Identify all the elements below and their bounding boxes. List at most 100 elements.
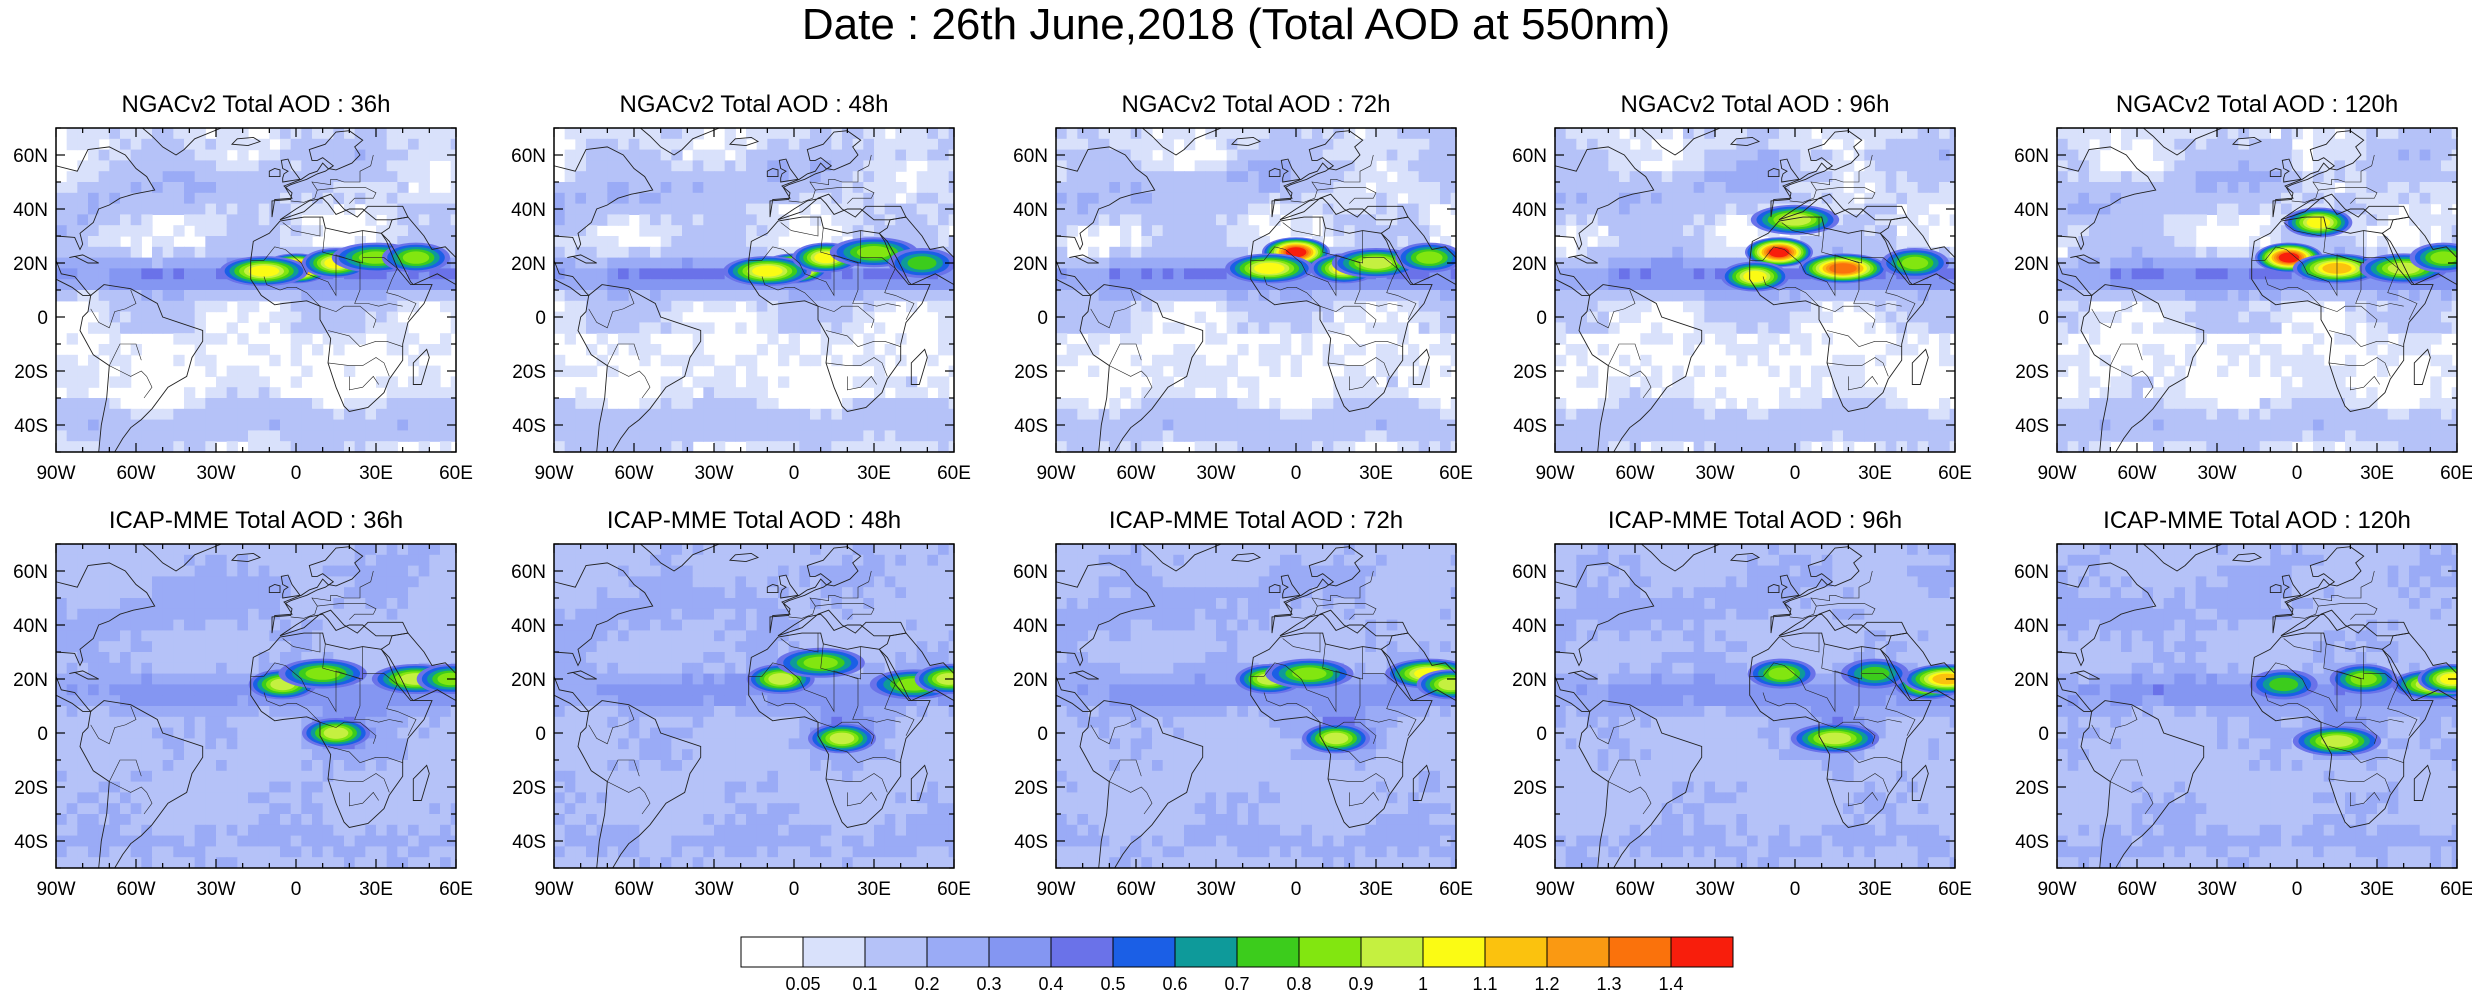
aod-cell <box>1162 279 1174 291</box>
aod-cell <box>1280 171 1292 183</box>
aod-cell <box>1269 300 1281 313</box>
aod-cell <box>109 192 121 205</box>
aod-cell <box>1693 171 1705 183</box>
aod-cell <box>1811 408 1823 421</box>
aod-cell <box>756 171 768 183</box>
aod-cell <box>2270 300 2282 313</box>
aod-cell <box>1130 408 1142 421</box>
aod-cell <box>1747 160 1759 172</box>
aod-cell <box>1832 192 1844 205</box>
aod-cell <box>1928 192 1940 205</box>
aod-cell <box>746 171 758 183</box>
aod-cell <box>2398 128 2410 140</box>
aod-cell <box>1258 203 1270 215</box>
aod-cell <box>1280 300 1292 313</box>
aod-cell <box>756 236 768 248</box>
aod-cell <box>1056 192 1068 205</box>
aod-cell <box>1269 214 1281 226</box>
aod-cell <box>1386 236 1398 248</box>
aod-cell <box>269 236 281 248</box>
aod-cell <box>714 441 726 452</box>
aod-cell <box>1736 419 1748 431</box>
aod-cell <box>1555 300 1567 313</box>
aod-cell <box>1555 138 1567 151</box>
aod-cell <box>1194 376 1206 388</box>
aod-cell <box>596 214 608 226</box>
aod-cell <box>301 225 313 237</box>
aod-cell <box>77 171 89 183</box>
aod-cell <box>269 398 281 410</box>
aod-cell <box>1429 149 1441 161</box>
aod-cell <box>1715 160 1727 172</box>
aod-cell <box>1130 430 1142 442</box>
aod-cell <box>130 225 142 237</box>
aod-cell <box>1576 257 1588 269</box>
aod-cell <box>1237 441 1249 452</box>
aod-cell <box>205 138 217 151</box>
aod-cell <box>77 441 89 452</box>
aod-cell <box>1109 268 1121 280</box>
aod-cell <box>842 419 854 431</box>
aod-cell <box>237 214 249 226</box>
aod-cell <box>2078 365 2090 377</box>
aod-cell <box>162 246 174 259</box>
aod-cell <box>1907 430 1919 442</box>
aod-cell <box>354 311 366 323</box>
aod-cell <box>863 333 875 345</box>
aod-cell <box>1120 171 1132 183</box>
country-border <box>317 187 377 204</box>
aod-cell <box>2153 290 2165 302</box>
aod-cell <box>1269 182 1281 194</box>
aod-cell <box>88 160 100 172</box>
aod-cell <box>376 160 388 172</box>
aod-cell <box>312 408 324 421</box>
aod-cell <box>1418 225 1430 237</box>
aod-cell <box>312 225 324 237</box>
aod-cell <box>2174 376 2186 388</box>
aod-cell <box>564 171 576 183</box>
aod-cell <box>2217 192 2229 205</box>
aod-cell <box>2110 171 2122 183</box>
aod-cell <box>1376 182 1388 194</box>
aod-cell <box>1693 398 1705 410</box>
aod-cell <box>2302 398 2314 410</box>
aod-cell <box>1651 376 1663 388</box>
aod-cell <box>2217 279 2229 291</box>
aod-cell <box>397 182 409 194</box>
aod-cell <box>2366 408 2378 421</box>
aod-cell <box>2345 128 2357 140</box>
aod-cell <box>1896 441 1908 452</box>
aod-cell <box>1800 430 1812 442</box>
aod-cell <box>2441 354 2453 367</box>
aod-cell <box>1280 322 1292 334</box>
aod-cell <box>692 203 704 215</box>
aod-cell <box>2089 182 2101 194</box>
aod-cell <box>2099 290 2111 302</box>
aod-cell <box>1141 214 1153 226</box>
aod-cell <box>280 408 292 421</box>
aod-cell <box>1821 225 1833 237</box>
aod-cell <box>1629 246 1641 259</box>
aod-cell <box>1162 192 1174 205</box>
aod-cell <box>1587 225 1599 237</box>
aod-cell <box>895 430 907 442</box>
aod-cell <box>1736 171 1748 183</box>
aod-cell <box>2153 322 2165 334</box>
aod-cell <box>1301 322 1313 334</box>
aod-cell <box>1853 430 1865 442</box>
aod-cell <box>312 322 324 334</box>
aod-cell <box>1736 203 1748 215</box>
aod-cell <box>1875 354 1887 367</box>
aod-cell <box>1194 441 1206 452</box>
aod-cell <box>586 430 598 442</box>
aod-cell <box>1418 128 1430 140</box>
aod-cell <box>2281 398 2293 410</box>
aod-cell <box>1269 322 1281 334</box>
country-border <box>825 357 888 377</box>
aod-cell <box>2206 138 2218 151</box>
aod-cell <box>2249 268 2261 280</box>
aod-cell <box>173 257 185 269</box>
aod-cell <box>2409 344 2421 356</box>
aod-cell <box>2334 398 2346 410</box>
aod-cell <box>1354 408 1366 421</box>
